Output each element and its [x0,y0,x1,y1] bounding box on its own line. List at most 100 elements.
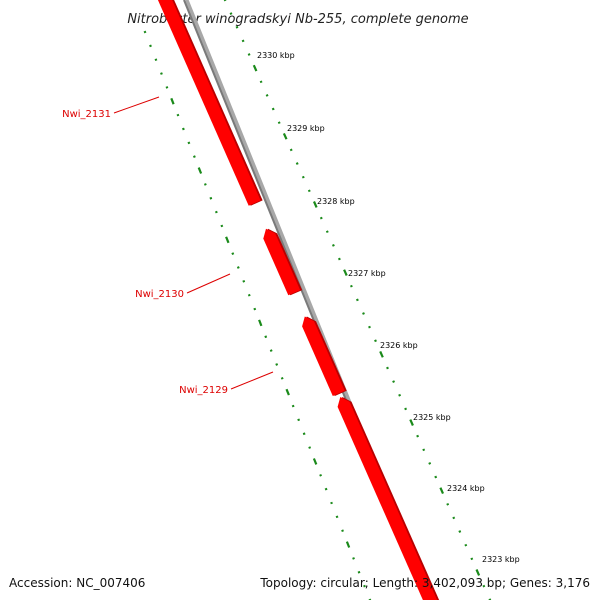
gene-label-nwi-2130: Nwi_2130 [135,289,184,300]
ruler-minor-tick [337,257,341,261]
gene-arrow-nwi-2128 [337,397,438,600]
gene-arrow-nwi-2131 [157,0,261,206]
ruler-minor-tick [301,175,305,179]
inner-ruler [143,30,372,600]
ruler-minor-tick [352,557,355,560]
ruler-minor-tick [280,376,284,380]
ruler-major-tick [409,419,414,426]
gene-label-line [113,96,160,114]
map-title: Nitrobacter winogradskyi Nb-255, complet… [127,12,468,27]
tick-label-2324: 2324 kbp [447,484,485,493]
ruler-minor-tick [235,25,239,29]
ruler-major-tick [312,201,318,208]
topology-text: Topology: circular; Length: 3,402,093 bp… [259,576,590,590]
ruler-minor-tick [355,298,359,302]
ruler-minor-tick [302,432,306,436]
ruler-minor-tick [220,224,224,228]
ruler-major-tick [439,487,445,495]
ruler-minor-tick [362,312,365,315]
ruler-minor-tick [241,39,245,43]
tick-label-2329: 2329 kbp [287,124,325,133]
accession-text: Accession: NC_007406 [9,576,145,590]
ruler-minor-tick [247,293,251,297]
ruler-minor-tick [291,404,295,408]
gene-labels: Nwi_2131 Nwi_2130 Nwi_2129 [62,96,274,396]
tick-labels: 2330 kbp 2329 kbp 2328 kbp 2327 kbp 2326… [257,51,520,564]
ruler-minor-tick [422,448,426,452]
gene-arrows [157,0,440,600]
ruler-major-tick [252,64,258,72]
ruler-minor-tick [289,148,293,152]
ruler-minor-tick [398,393,402,397]
ruler-major-tick [285,388,290,396]
ruler-minor-tick [392,380,396,383]
ruler-major-tick [170,97,175,105]
ruler-minor-tick [223,0,227,2]
outer-ruler [223,0,492,600]
ruler-minor-tick [214,210,218,214]
ruler-minor-tick [434,475,438,479]
ruler-minor-tick [265,94,269,97]
ruler-minor-tick [458,530,462,533]
ruler-minor-tick [242,280,246,283]
ruler-minor-tick [363,584,366,588]
tick-label-2328: 2328 kbp [317,197,355,206]
ruler-minor-tick [319,216,323,220]
ruler-minor-tick [325,230,329,234]
ruler-minor-tick [319,473,323,477]
ruler-minor-tick [269,349,273,352]
ruler-minor-tick [330,501,333,505]
gene-label-line [230,371,274,390]
ruler-minor-tick [428,462,432,465]
ruler-minor-tick [187,141,191,145]
ruler-minor-tick [247,53,251,56]
ruler-minor-tick [324,487,328,491]
ruler-minor-tick [203,183,207,186]
ruler-minor-tick [231,252,235,256]
ruler-minor-tick [452,516,456,520]
ruler-minor-tick [209,196,213,200]
ruler-minor-tick [160,72,163,75]
ruler-major-tick [258,319,263,327]
ruler-minor-tick [143,30,147,34]
ruler-minor-tick [331,243,335,247]
ruler-minor-tick [446,502,450,506]
ruler-minor-tick [341,529,344,532]
ruler-minor-tick [149,44,152,48]
ruler-minor-tick [335,515,339,519]
gene-label-nwi-2129: Nwi_2129 [179,385,228,396]
ruler-minor-tick [259,80,263,84]
gene-label-line [186,273,231,294]
tick-label-2327: 2327 kbp [348,269,386,278]
ruler-minor-tick [176,113,180,117]
ruler-major-tick [225,236,230,244]
ruler-minor-tick [192,155,196,159]
ruler-minor-tick [386,366,389,370]
tick-label-2323: 2323 kbp [482,555,520,564]
ruler-minor-tick [482,584,486,588]
ruler-major-tick [475,569,481,576]
ruler-minor-tick [275,363,279,366]
ruler-minor-tick [308,446,312,449]
ruler-minor-tick [416,434,420,438]
ruler-minor-tick [470,557,474,561]
ruler-minor-tick [349,284,353,288]
gene-label-nwi-2131: Nwi_2131 [62,109,111,120]
ruler-major-tick [282,132,288,140]
ruler-major-tick [197,167,203,174]
gene-arrow-nwi-2129 [302,316,345,396]
ruler-minor-tick [374,339,377,343]
ruler-minor-tick [271,107,275,111]
tick-label-2325: 2325 kbp [413,413,451,422]
ruler-minor-tick [368,325,371,329]
ruler-minor-tick [404,407,408,411]
ruler-minor-tick [181,127,185,131]
ruler-minor-tick [357,570,361,574]
ruler-major-tick [379,350,384,358]
ruler-minor-tick [165,86,169,89]
ruler-major-tick [343,269,348,276]
ruler-minor-tick [229,12,233,15]
ruler-minor-tick [253,307,257,311]
gene-arrow-nwi-2130 [263,228,301,296]
